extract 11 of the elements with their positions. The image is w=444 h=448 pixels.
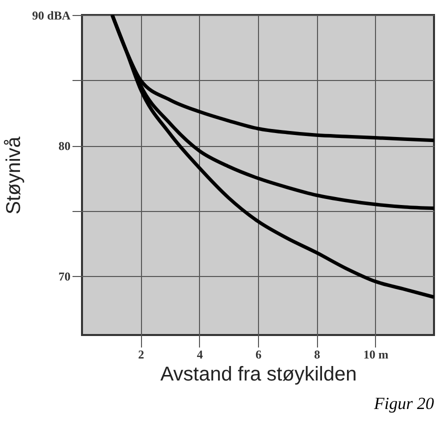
x-axis-title: Avstand fra støykilden — [160, 364, 357, 386]
y-tick-label: 90 dBA — [32, 8, 71, 22]
x-tick-label: 8 — [314, 348, 320, 362]
x-tick-label: 6 — [256, 348, 262, 362]
y-tick-label: 70 — [58, 270, 70, 284]
x-tick-label: 2 — [138, 348, 144, 362]
x-tick-label: 10 m — [363, 348, 388, 362]
y-tick-label: 80 — [58, 139, 70, 154]
text: Figur 20 — [373, 394, 434, 413]
y-axis-title: Støynivå — [3, 136, 26, 214]
x-tick-label: 4 — [196, 348, 203, 362]
